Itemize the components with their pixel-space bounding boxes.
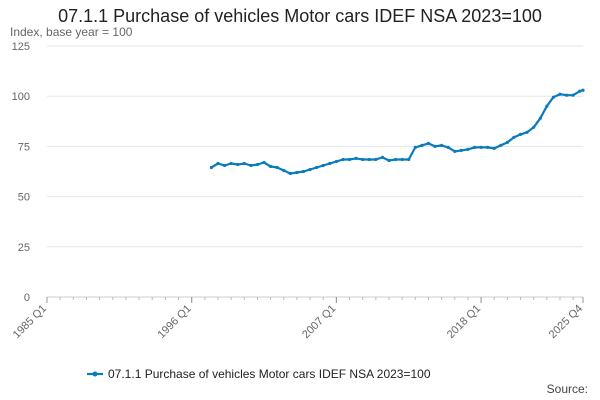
source-label: Source: bbox=[546, 382, 588, 396]
data-point bbox=[255, 162, 260, 167]
data-point bbox=[347, 157, 352, 162]
data-point bbox=[459, 148, 463, 152]
y-tick-label: 25 bbox=[18, 242, 30, 254]
data-point bbox=[374, 157, 378, 162]
data-point bbox=[426, 141, 430, 145]
data-point bbox=[453, 149, 457, 153]
data-point bbox=[367, 157, 371, 162]
data-point bbox=[446, 145, 450, 149]
data-point bbox=[394, 157, 398, 162]
data-point bbox=[492, 146, 496, 150]
data-point bbox=[275, 165, 279, 170]
data-point bbox=[308, 167, 312, 172]
legend-label[interactable]: 07.1.1 Purchase of vehicles Motor cars I… bbox=[108, 367, 431, 381]
data-point bbox=[321, 163, 325, 168]
data-point bbox=[229, 161, 233, 166]
data-point bbox=[578, 89, 582, 93]
x-tick-label: 2025 Q4 bbox=[547, 303, 585, 341]
x-axis: 1985 Q1 1996 Q1 2007 Q1 2018 Q1 2025 Q4 bbox=[11, 296, 585, 341]
data-point bbox=[301, 169, 306, 174]
data-point bbox=[354, 156, 358, 160]
data-point bbox=[216, 161, 220, 166]
y-tick-label: 100 bbox=[12, 91, 30, 103]
data-point bbox=[512, 135, 516, 139]
data-point bbox=[440, 143, 444, 147]
chart-title: 07.1.1 Purchase of vehicles Motor cars I… bbox=[58, 6, 542, 26]
data-point bbox=[407, 157, 411, 162]
y-tick-label: 75 bbox=[18, 141, 30, 153]
gridlines bbox=[47, 45, 583, 298]
data-point bbox=[334, 159, 338, 164]
x-tick-label: 1985 Q1 bbox=[11, 303, 49, 341]
data-point bbox=[209, 165, 213, 170]
data-point bbox=[420, 143, 424, 147]
data-point bbox=[433, 144, 437, 148]
data-point bbox=[479, 145, 483, 149]
legend-swatch-marker bbox=[92, 371, 98, 377]
data-point bbox=[545, 104, 549, 108]
data-point bbox=[565, 93, 569, 97]
data-point bbox=[262, 160, 266, 165]
data-point bbox=[249, 163, 253, 168]
data-point bbox=[538, 116, 542, 120]
data-point bbox=[472, 145, 477, 149]
x-tick-label: 2007 Q1 bbox=[300, 303, 338, 341]
data-point bbox=[288, 171, 292, 176]
data-point bbox=[525, 130, 529, 134]
data-point bbox=[400, 157, 404, 162]
y-tick-label: 50 bbox=[18, 192, 30, 204]
data-point bbox=[223, 163, 227, 168]
legend[interactable]: 07.1.1 Purchase of vehicles Motor cars I… bbox=[87, 367, 431, 381]
data-point bbox=[505, 140, 509, 144]
data-point bbox=[581, 88, 585, 92]
series-line-0 bbox=[210, 89, 584, 175]
data-point bbox=[361, 157, 365, 162]
data-point bbox=[387, 158, 391, 163]
data-point bbox=[242, 161, 246, 166]
data-point bbox=[571, 93, 575, 97]
data-point bbox=[413, 145, 417, 149]
data-point bbox=[328, 161, 332, 166]
data-point bbox=[532, 125, 536, 129]
data-point bbox=[269, 164, 273, 169]
data-point bbox=[236, 162, 240, 167]
data-point bbox=[380, 155, 384, 159]
data-point bbox=[282, 168, 286, 173]
data-point bbox=[295, 170, 299, 175]
data-point bbox=[558, 92, 562, 96]
y-axis: 0 25 50 75 100 125 bbox=[12, 41, 30, 304]
x-tick-label: 1996 Q1 bbox=[155, 303, 193, 341]
data-point bbox=[315, 165, 319, 170]
data-point bbox=[466, 147, 470, 151]
data-point bbox=[486, 145, 490, 149]
data-point bbox=[499, 143, 503, 147]
y-tick-label: 0 bbox=[24, 292, 30, 304]
x-tick-label: 2018 Q1 bbox=[445, 303, 483, 341]
y-tick-label: 125 bbox=[12, 41, 30, 53]
series-layer bbox=[209, 88, 585, 176]
data-point bbox=[551, 95, 556, 99]
data-point bbox=[341, 157, 345, 162]
data-point bbox=[518, 132, 523, 136]
y-axis-unit-label: Index, base year = 100 bbox=[10, 25, 133, 39]
